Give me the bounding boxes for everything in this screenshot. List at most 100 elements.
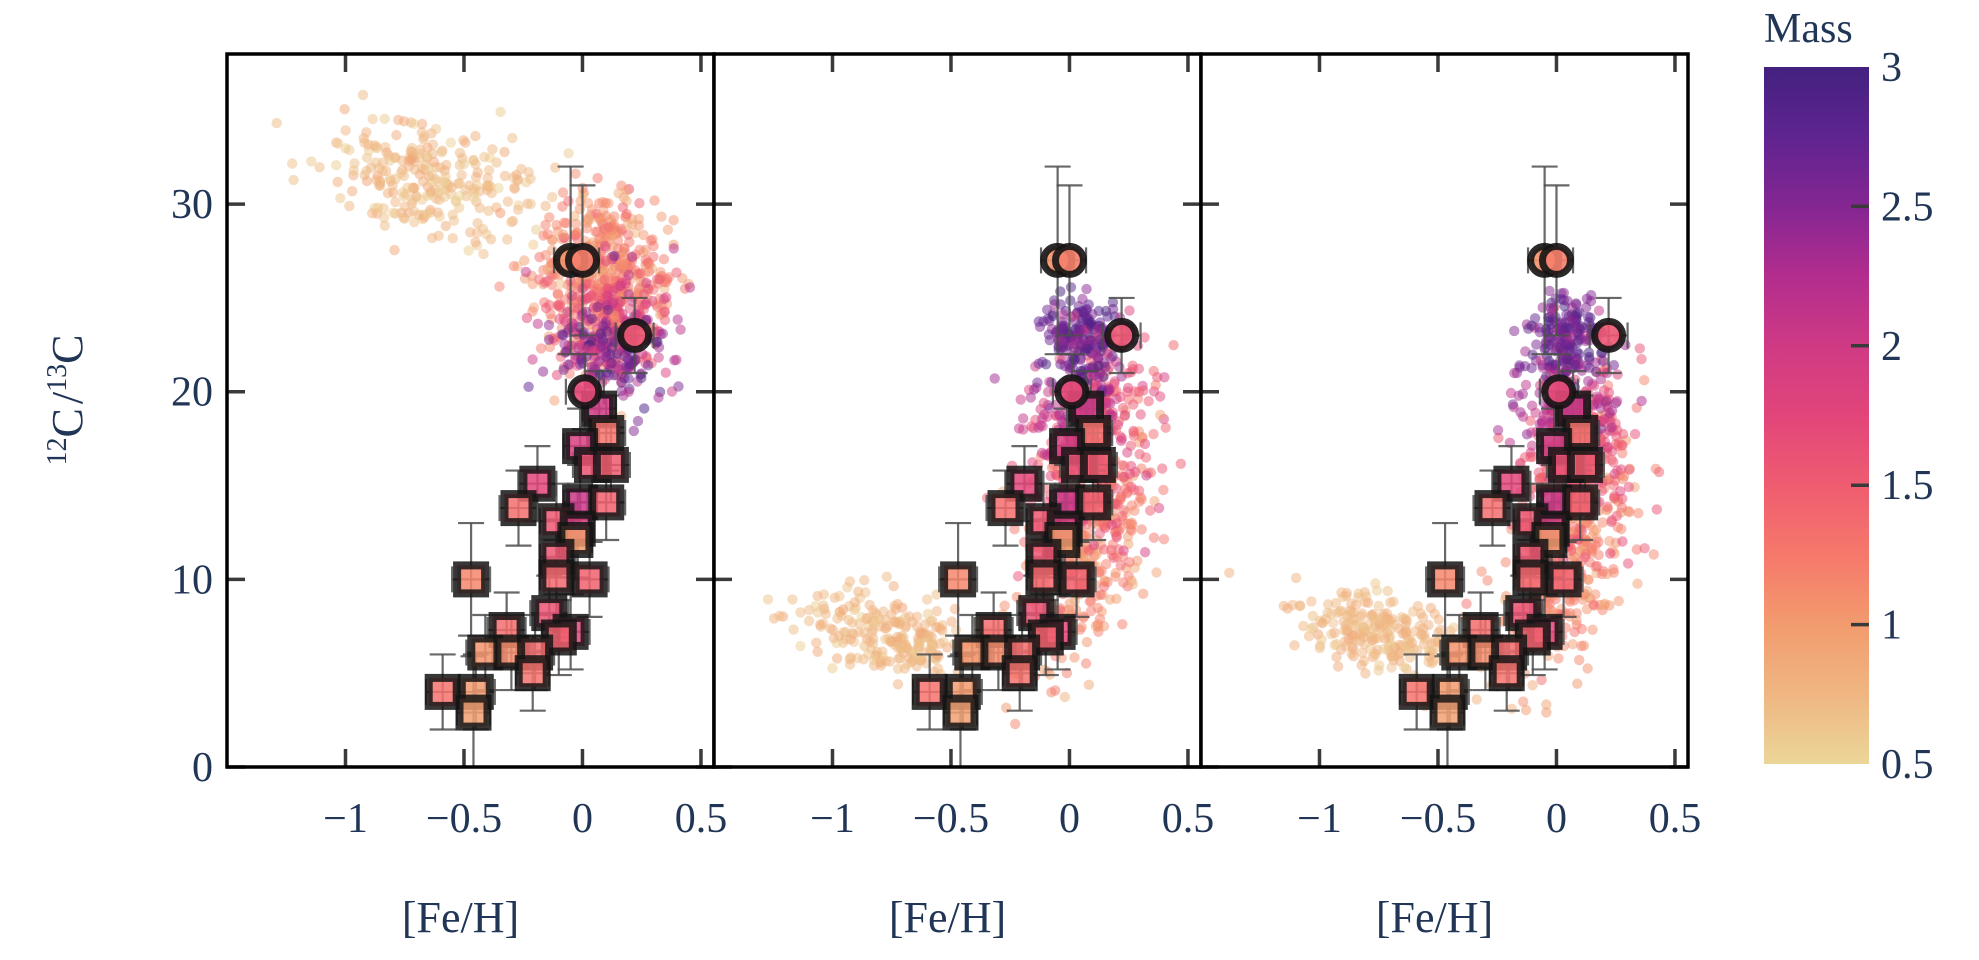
model-star-point (837, 604, 849, 615)
model-star-point (1065, 282, 1077, 293)
model-star-point (1401, 615, 1412, 627)
model-star-point (1375, 614, 1387, 625)
model-star-point (470, 130, 481, 142)
model-star-point (881, 571, 892, 582)
model-star-point (1069, 310, 1080, 321)
model-star-point (483, 205, 494, 216)
model-star-point (314, 162, 325, 173)
model-star-point (472, 167, 483, 178)
model-star-point (1135, 409, 1146, 420)
model-star-point (671, 354, 682, 365)
model-star-point (1329, 627, 1340, 639)
model-star-point (1160, 422, 1171, 433)
model-star-point (652, 301, 663, 312)
x-tick-label: −1 (323, 796, 368, 842)
model-star-point (888, 581, 899, 592)
model-star-point (1093, 360, 1104, 372)
model-star-point (1606, 516, 1617, 528)
model-star-point (384, 155, 396, 166)
model-star-point (1515, 457, 1526, 469)
observed-star-square (1427, 561, 1464, 598)
model-star-point (890, 603, 901, 615)
model-star-point (1417, 612, 1429, 623)
model-star-point (574, 340, 585, 351)
model-star-point (1632, 578, 1643, 589)
model-star-point (1082, 343, 1093, 354)
model-star-point (1148, 365, 1159, 377)
observed-star-square (1025, 559, 1062, 596)
model-star-point (815, 619, 826, 630)
model-star-point (623, 386, 634, 397)
model-star-point (1124, 468, 1136, 480)
model-star-point (528, 239, 539, 250)
model-star-point (519, 255, 530, 266)
model-star-point (487, 144, 498, 155)
model-star-point (1038, 397, 1050, 409)
model-star-point (1536, 674, 1547, 686)
model-star-point (595, 214, 606, 226)
model-star-point (859, 575, 870, 586)
model-star-point (938, 636, 949, 648)
model-star-point (1356, 660, 1367, 671)
model-star-point (1124, 305, 1135, 316)
model-star-point (1148, 428, 1159, 440)
model-star-point (861, 613, 872, 625)
model-star-point (537, 366, 549, 377)
model-star-point (1126, 517, 1137, 528)
model-star-point (390, 196, 401, 208)
model-star-point (1036, 447, 1048, 459)
model-star-point (483, 179, 494, 191)
model-star-point (1317, 617, 1328, 629)
x-tick-label: −1 (1297, 796, 1342, 842)
model-star-point (1597, 356, 1609, 367)
model-star-point (1121, 488, 1133, 499)
model-star-point (454, 178, 465, 189)
model-star-point (367, 113, 378, 125)
model-star-point (1601, 568, 1613, 580)
model-star-point (632, 415, 644, 427)
model-star-point (332, 138, 344, 149)
model-star-point (1534, 418, 1546, 430)
model-star-point (1009, 524, 1020, 535)
model-star-point (894, 652, 906, 664)
model-star-point (1572, 308, 1583, 319)
model-star-point (417, 176, 429, 187)
model-star-point (1332, 661, 1344, 672)
model-star-point (875, 660, 887, 671)
model-star-point (570, 218, 582, 229)
model-star-point (559, 339, 570, 350)
model-star-point (1509, 325, 1520, 337)
model-star-point (398, 212, 409, 223)
model-star-point (584, 214, 595, 225)
model-star-point (458, 159, 470, 170)
model-star-point (1540, 342, 1552, 354)
model-star-point (430, 123, 442, 135)
model-star-point (1134, 449, 1145, 460)
model-star-point (479, 151, 490, 163)
model-star-point (1118, 577, 1129, 588)
model-star-point (1388, 596, 1399, 607)
model-star-point (624, 303, 636, 314)
model-star-point (332, 176, 343, 188)
model-star-point (1102, 348, 1113, 360)
y-label-isotope-13: 13 (42, 364, 73, 392)
model-star-point (1543, 355, 1555, 367)
model-star-point (493, 182, 504, 194)
model-star-point (892, 679, 904, 690)
model-star-point (1597, 517, 1609, 528)
model-star-point (494, 281, 505, 292)
observed-star-square (1493, 465, 1530, 502)
model-star-point (600, 197, 611, 209)
model-star-point (1168, 340, 1179, 351)
model-star-point (566, 290, 578, 302)
model-star-point (1010, 718, 1021, 730)
model-star-point (532, 318, 543, 329)
model-star-point (1088, 370, 1100, 381)
model-star-point (1595, 374, 1607, 385)
observed-star-square (538, 559, 575, 596)
model-star-point (581, 279, 592, 290)
model-star-point (378, 212, 390, 223)
model-star-point (499, 146, 510, 158)
model-star-point (1418, 623, 1429, 634)
model-star-point (1651, 504, 1663, 515)
